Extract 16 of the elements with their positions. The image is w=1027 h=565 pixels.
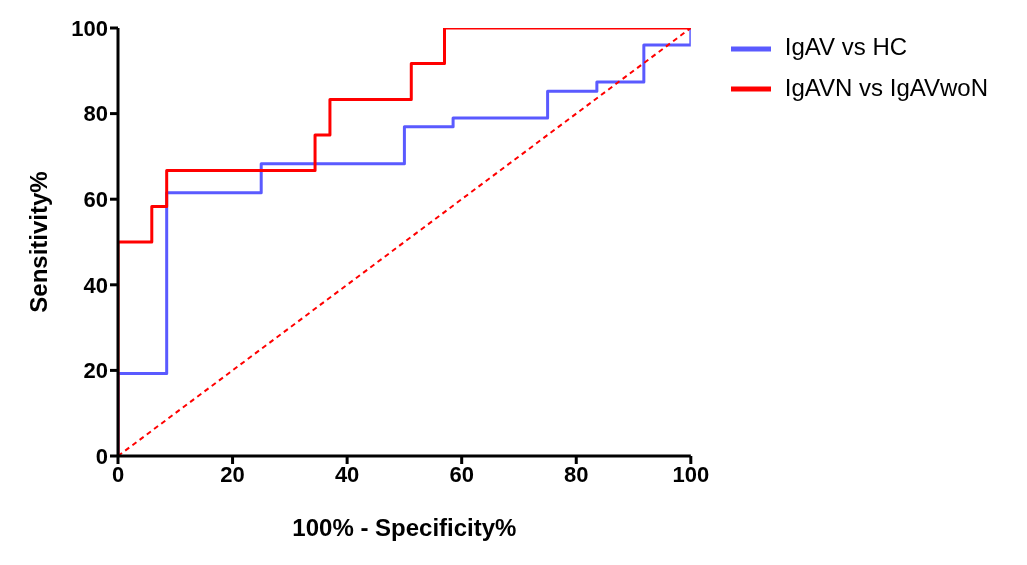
y-tick-label: 100 — [71, 15, 108, 41]
x-tick-label: 80 — [564, 461, 589, 487]
legend-label: IgAV vs HC — [784, 33, 908, 60]
x-tick-label: 100 — [672, 461, 710, 487]
x-tick-label: 40 — [334, 461, 360, 487]
legend-label: IgAVN vs IgAVwoN — [784, 73, 988, 101]
y-tick-label: 0 — [95, 443, 108, 469]
y-tick-label: 40 — [83, 272, 108, 298]
y-tick-label: 80 — [83, 101, 108, 127]
x-tick-label: 0 — [111, 461, 125, 487]
y-axis-title: Sensitivity% — [24, 171, 52, 313]
y-tick-label: 20 — [83, 358, 108, 384]
x-tick-label: 20 — [220, 461, 245, 487]
x-axis-title: 100% - Specificity% — [292, 514, 517, 541]
y-tick-label: 60 — [83, 187, 108, 213]
x-tick-label: 60 — [449, 461, 474, 487]
